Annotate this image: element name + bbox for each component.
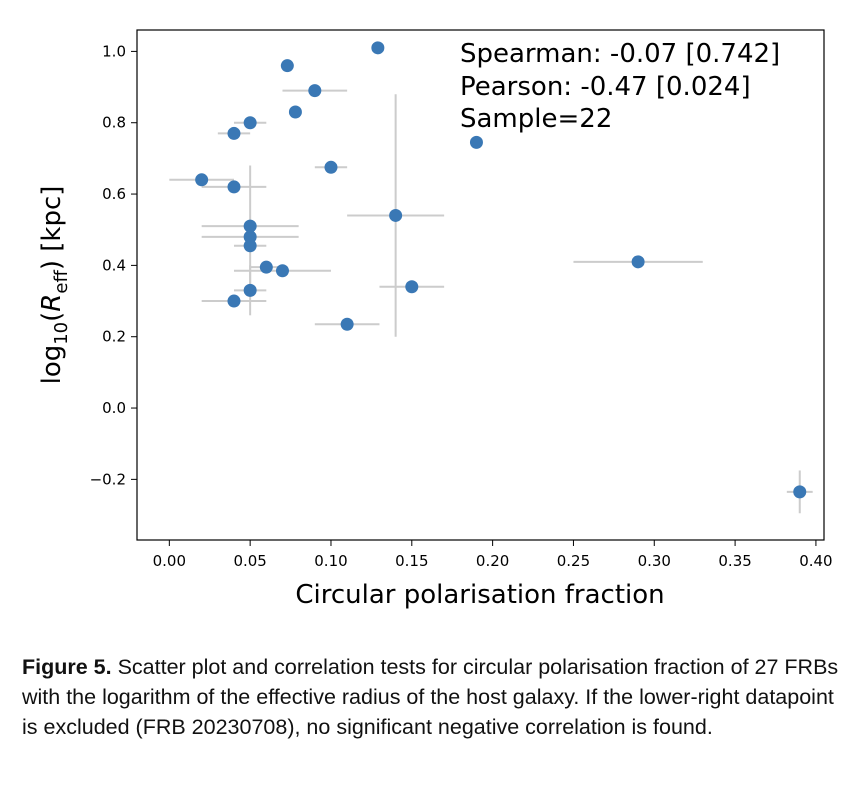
data-point [243, 219, 257, 233]
data-point [340, 317, 354, 331]
stats-sample: Sample=22 [460, 104, 612, 134]
figure-caption: Figure 5. Scatter plot and correlation t… [22, 652, 844, 742]
data-point [288, 105, 302, 119]
data-point [631, 255, 645, 269]
data-point [324, 160, 338, 174]
data-point [280, 59, 294, 73]
x-tick-label: 0.25 [557, 552, 590, 570]
x-tick-label: 0.15 [395, 552, 428, 570]
data-point [389, 208, 403, 222]
errorbar-layer [169, 89, 813, 514]
caption-label: Figure 5. [22, 655, 112, 679]
y-axis-ticks: −0.2 0.0 0.2 0.4 0.6 0.8 1.0 [90, 42, 137, 488]
data-point [227, 180, 241, 194]
y-axis-title-log: log [37, 345, 67, 385]
data-point [243, 116, 257, 130]
y-tick-label: 0.6 [102, 185, 126, 203]
x-axis-ticks: 0.00 0.05 0.10 0.15 0.20 0.25 0.30 0.35 0.40 [153, 540, 833, 570]
y-tick-label: 0.0 [102, 399, 126, 417]
data-point [793, 485, 807, 499]
data-point [405, 280, 419, 294]
stats-spearman: Spearman: -0.07 [0.742] [460, 39, 780, 69]
data-point [195, 173, 209, 187]
caption-text: Scatter plot and correlation tests for c… [22, 655, 839, 739]
y-axis-title-variable: R [37, 294, 67, 312]
y-axis-title-log-subscript: 10 [51, 322, 72, 345]
x-tick-label: 0.00 [153, 552, 186, 570]
data-point [227, 294, 241, 308]
data-points-layer [195, 41, 807, 499]
y-tick-label: 1.0 [102, 42, 126, 60]
data-point [469, 135, 483, 149]
y-tick-label: 0.8 [102, 114, 126, 132]
x-axis-title: Circular polarisation fraction [295, 580, 664, 610]
data-point [243, 230, 257, 244]
x-tick-label: 0.10 [314, 552, 347, 570]
y-tick-label: −0.2 [90, 470, 126, 488]
x-tick-label: 0.30 [638, 552, 671, 570]
data-point [227, 126, 241, 140]
x-tick-label: 0.35 [718, 552, 751, 570]
y-axis-title-unit: ) [kpc] [37, 186, 67, 271]
plot-frame [136, 29, 825, 541]
x-tick-label: 0.05 [233, 552, 266, 570]
data-point [275, 264, 289, 278]
y-tick-label: 0.2 [102, 328, 126, 346]
y-axis-title: log10(Reff) [kpc] [37, 186, 72, 385]
x-tick-label: 0.20 [476, 552, 509, 570]
data-point [243, 239, 257, 253]
stats-pearson: Pearson: -0.47 [0.024] [460, 72, 751, 102]
data-point [259, 260, 273, 274]
y-axis-title-variable-subscript: eff [51, 270, 72, 294]
data-point [371, 41, 385, 55]
y-tick-label: 0.4 [102, 256, 126, 274]
data-point [308, 84, 322, 98]
data-point [243, 283, 257, 297]
y-axis-title-open-paren: ( [37, 312, 67, 322]
x-tick-label: 0.40 [799, 552, 832, 570]
